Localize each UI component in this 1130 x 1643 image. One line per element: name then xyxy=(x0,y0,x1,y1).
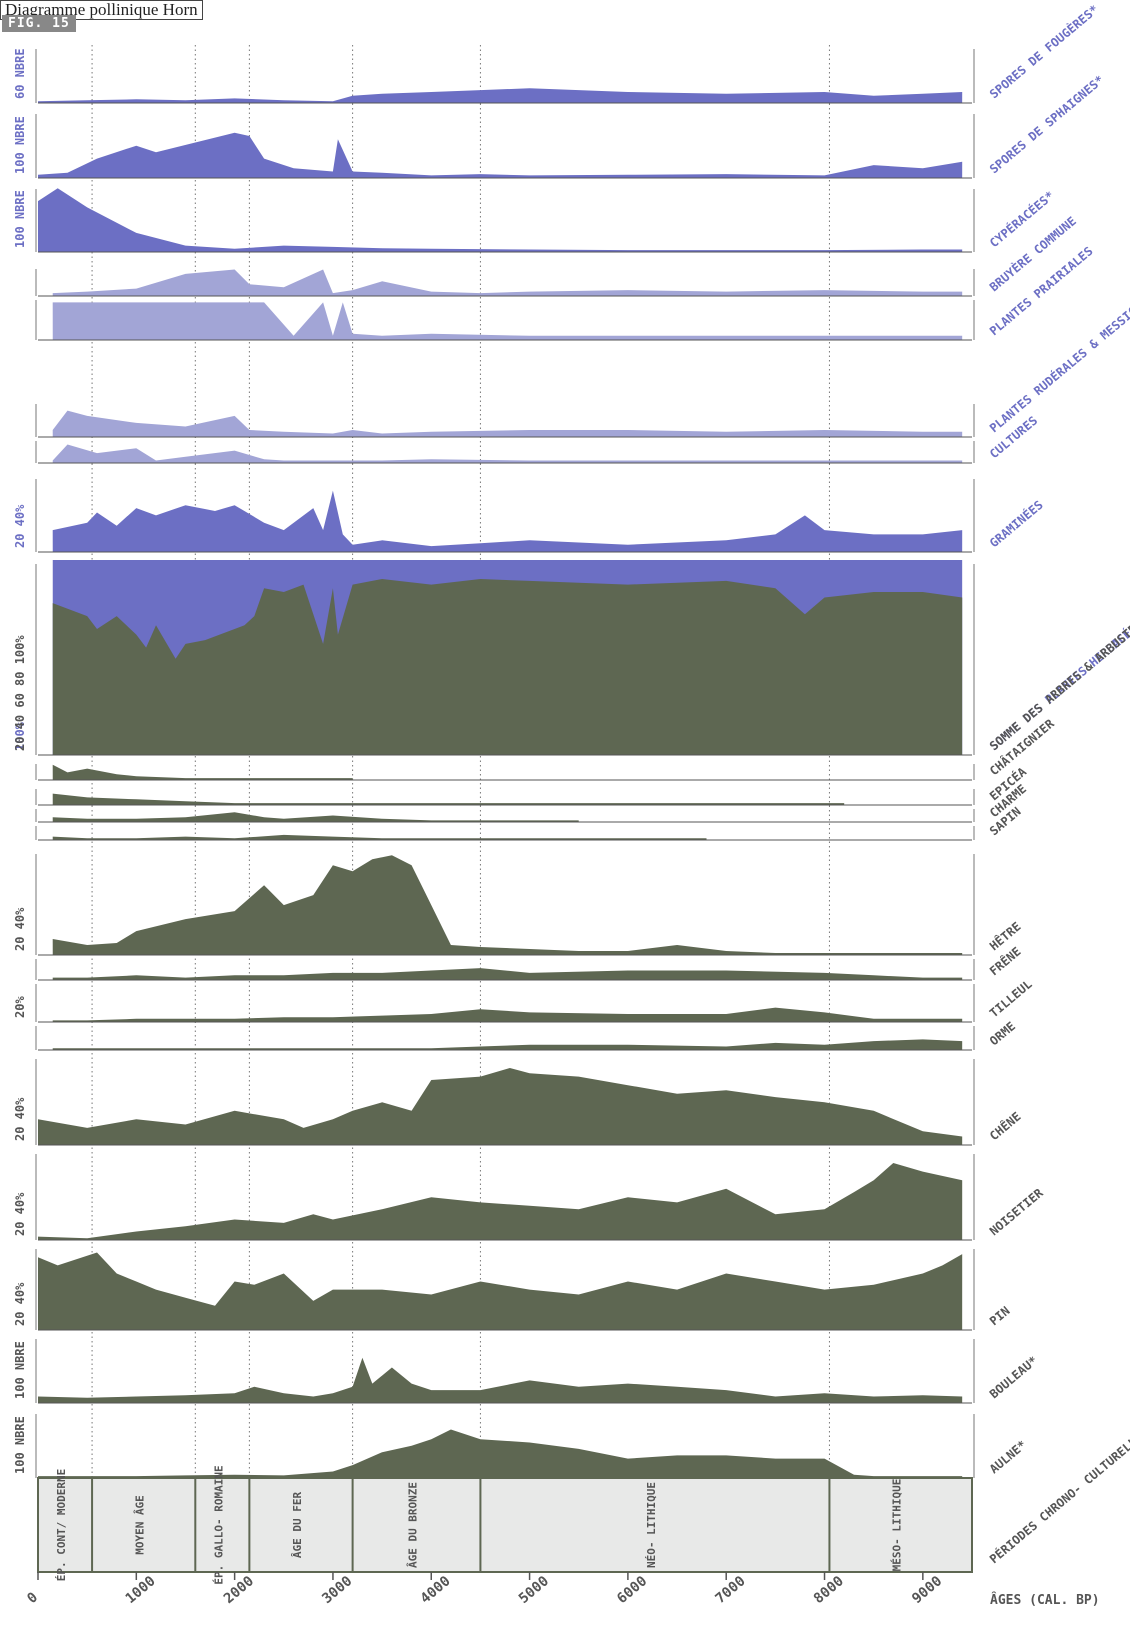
area-series-12 xyxy=(52,812,579,822)
x-tick-label-1: 1000 xyxy=(123,1573,159,1607)
area-series-5 xyxy=(52,410,963,437)
period-label-4: ÂGE DU BRONZE xyxy=(407,1482,420,1568)
area-series-11 xyxy=(52,793,845,805)
series-label-series-4: PLANTES PRAIRIALES xyxy=(987,244,1096,338)
x-tick-label-0: 0 xyxy=(24,1589,41,1607)
scale-label-series-14: 20 40% xyxy=(13,907,27,951)
area-series-6 xyxy=(52,444,963,463)
scale-label-series-7: 20 40% xyxy=(13,504,27,548)
x-tick-label-9: 9000 xyxy=(909,1573,945,1607)
x-tick-label-7: 7000 xyxy=(712,1573,748,1607)
scale-label-series-0: 60 NBRE xyxy=(13,48,27,99)
area-series-14 xyxy=(52,855,963,955)
area-series-16 xyxy=(52,1007,963,1022)
area-series-22 xyxy=(38,1429,963,1478)
period-label-6: MÉSO- LITHIQUE xyxy=(891,1479,904,1572)
scale-label-series-20: 20 40% xyxy=(13,1282,27,1326)
period-label-5: NÉO- LITHIQUE xyxy=(645,1482,658,1568)
scale-label-series-9: 20 40 60 80 100% xyxy=(13,635,27,751)
period-label-2: ÉP. GALLO- ROMAINE xyxy=(212,1465,225,1584)
series-label-series-19: NOISETIER xyxy=(987,1185,1046,1238)
scale-label-series-8: 100% xyxy=(13,721,27,751)
area-series-7 xyxy=(52,490,963,552)
series-label-series-9: SOMME DES ARBRES & ARBUSTES xyxy=(987,617,1130,753)
series-label-series-17: ORME xyxy=(987,1019,1018,1048)
area-series-17 xyxy=(52,1039,963,1050)
scale-label-series-18: 20 40% xyxy=(13,1097,27,1141)
area-series-0 xyxy=(38,88,963,103)
series-label-series-22: AULNE* xyxy=(987,1438,1029,1477)
area-series-3 xyxy=(52,269,963,296)
scale-label-series-1: 100 NBRE xyxy=(13,116,27,174)
scale-label-series-2: 100 NBRE xyxy=(13,190,27,248)
x-tick-label-4: 4000 xyxy=(418,1573,454,1607)
figure-badge: FIG. 15 xyxy=(2,15,76,32)
series-label-series-18: CHÊNE xyxy=(986,1109,1023,1144)
period-label-0: ÉP. CONT/ MODERNE xyxy=(55,1469,68,1582)
x-tick-label-8: 8000 xyxy=(811,1573,847,1607)
area-series-18 xyxy=(38,1068,963,1145)
x-tick-label-6: 6000 xyxy=(614,1573,650,1607)
area-series-21 xyxy=(38,1357,963,1403)
area-series-1 xyxy=(38,132,963,178)
x-tick-label-5: 5000 xyxy=(516,1573,552,1607)
series-label-series-14: HÊTRE xyxy=(986,919,1023,954)
area-series-19 xyxy=(38,1163,963,1240)
scale-label-series-21: 100 NBRE xyxy=(13,1341,27,1399)
area-series-2 xyxy=(38,188,963,252)
x-tick-label-2: 2000 xyxy=(221,1573,257,1607)
area-series-20 xyxy=(38,1252,963,1330)
series-label-series-16: TILLEUL xyxy=(987,977,1035,1020)
series-label-series-7: GRAMINÉES xyxy=(986,497,1045,550)
periods-label: PÉRIODES CHRONO- CULTURELLES xyxy=(986,1425,1130,1567)
series-label-series-5: PLANTES RUDÉRALES & MESSICOLES xyxy=(986,284,1130,435)
scale-label-series-16: 20% xyxy=(13,996,27,1018)
series-label-series-21: BOULEAU* xyxy=(987,1353,1040,1401)
x-tick-label-3: 3000 xyxy=(319,1573,355,1607)
period-label-1: MOYEN ÂGE xyxy=(134,1495,147,1555)
area-series-10 xyxy=(52,764,353,780)
series-label-series-3: BRUYÈRE COMMUNE xyxy=(986,213,1079,294)
area-series-9 xyxy=(52,579,963,755)
chart-heading: Diagramme pollinique Horn xyxy=(0,0,203,20)
period-label-3: ÂGE DU FER xyxy=(291,1492,304,1559)
x-axis-label: ÂGES (CAL. BP) xyxy=(990,1592,1100,1608)
periods-band xyxy=(37,1477,973,1573)
area-series-15 xyxy=(52,968,963,980)
scale-label-series-19: 20 40% xyxy=(13,1192,27,1236)
area-series-13 xyxy=(52,834,707,840)
series-label-series-20: PIN xyxy=(987,1304,1013,1329)
scale-label-series-22: 100 NBRE xyxy=(13,1416,27,1474)
area-series-4 xyxy=(52,302,963,340)
